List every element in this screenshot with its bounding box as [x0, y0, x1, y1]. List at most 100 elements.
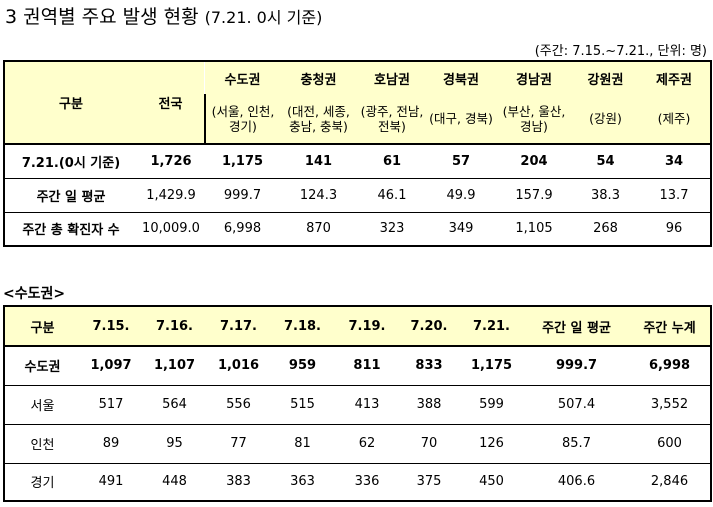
cell-value: 564	[142, 384, 207, 424]
cell-value: 1,105	[495, 211, 573, 247]
header-region-detail: (광주, 전남, 전북)	[357, 94, 427, 144]
column-header: 7.21.	[459, 305, 524, 346]
cell-value: 999.7	[524, 345, 629, 385]
cell-value: 1,097	[80, 345, 142, 385]
header-region-name: 제주권	[638, 60, 712, 94]
cell-value: 1,726	[137, 143, 205, 178]
cell-value: 363	[270, 462, 335, 502]
row-label: 수도권	[3, 345, 80, 385]
column-header: 주간 누계	[629, 305, 712, 346]
cell-value: 268	[573, 211, 638, 247]
cell-value: 600	[629, 423, 712, 463]
table-header-row: 구분 7.15. 7.16. 7.17. 7.18. 7.19. 7.20. 7…	[3, 305, 712, 346]
cell-value: 383	[207, 462, 270, 502]
column-header: 7.16.	[142, 305, 207, 346]
row-label: 인천	[3, 423, 80, 463]
cell-value: 96	[638, 211, 712, 247]
row-label: 주간 일 평균	[3, 177, 137, 212]
cell-value: 85.7	[524, 423, 629, 463]
cell-value: 999.7	[205, 177, 280, 212]
row-label: 주간 총 확진자 수	[3, 211, 137, 247]
cell-value: 450	[459, 462, 524, 502]
column-header: 7.20.	[399, 305, 459, 346]
cell-value: 599	[459, 384, 524, 424]
column-header: 7.19.	[335, 305, 399, 346]
page-title: 3 권역별 주요 발생 현황 (7.21. 0시 기준)	[5, 2, 322, 29]
cell-value: 157.9	[495, 177, 573, 212]
cell-value: 34	[638, 143, 712, 178]
cell-value: 70	[399, 423, 459, 463]
cell-value: 491	[80, 462, 142, 502]
cell-value: 6,998	[205, 211, 280, 247]
cell-value: 62	[335, 423, 399, 463]
cell-value: 61	[357, 143, 427, 178]
title-date-note: (7.21. 0시 기준)	[204, 8, 323, 27]
regional-table: 구분 전국 수도권 충청권 호남권 경북권 경남권 강원권 제주권 (서울, 인…	[3, 60, 712, 247]
row-label: 7.21.(0시 기준)	[3, 143, 137, 178]
table-row: 수도권 1,097 1,107 1,016 959 811 833 1,175 …	[3, 345, 712, 385]
cell-value: 515	[270, 384, 335, 424]
section-subtitle: <수도권>	[3, 286, 66, 302]
cell-value: 1,107	[142, 345, 207, 385]
table-row: 인천 89 95 77 81 62 70 126 85.7 600	[3, 423, 712, 463]
header-region-detail: (강원)	[573, 94, 638, 144]
cell-value: 124.3	[280, 177, 357, 212]
table-row: 서울 517 564 556 515 413 388 599 507.4 3,5…	[3, 384, 712, 424]
header-region-name: 수도권	[205, 60, 280, 94]
header-region-detail: (부산, 울산, 경남)	[495, 94, 573, 144]
cell-value: 448	[142, 462, 207, 502]
table-row: 주간 일 평균 1,429.9 999.7 124.3 46.1 49.9 15…	[3, 177, 712, 212]
cell-value: 126	[459, 423, 524, 463]
cell-value: 959	[270, 345, 335, 385]
row-label: 경기	[3, 462, 80, 502]
cell-value: 507.4	[524, 384, 629, 424]
cell-value: 38.3	[573, 177, 638, 212]
cell-value: 413	[335, 384, 399, 424]
column-header: 7.15.	[80, 305, 142, 346]
cell-value: 1,175	[459, 345, 524, 385]
header-region-name: 경북권	[427, 60, 495, 94]
column-header: 주간 일 평균	[524, 305, 629, 346]
cell-value: 54	[573, 143, 638, 178]
cell-value: 57	[427, 143, 495, 178]
cell-value: 141	[280, 143, 357, 178]
header-region-detail: (대구, 경북)	[427, 94, 495, 144]
cell-value: 1,016	[207, 345, 270, 385]
column-header: 7.17.	[207, 305, 270, 346]
cell-value: 13.7	[638, 177, 712, 212]
cell-value: 870	[280, 211, 357, 247]
header-region-detail: (서울, 인천, 경기)	[204, 94, 280, 144]
header-region-name: 충청권	[280, 60, 357, 94]
header-region-name: 강원권	[573, 60, 638, 94]
header-region-detail: (제주)	[638, 94, 712, 144]
cell-value: 388	[399, 384, 459, 424]
cell-value: 811	[335, 345, 399, 385]
header-national: 전국	[137, 60, 205, 144]
cell-value: 10,009.0	[137, 211, 205, 247]
cell-value: 3,552	[629, 384, 712, 424]
header-region-detail: (대전, 세종, 충남, 충북)	[280, 94, 357, 144]
table-row: 7.21.(0시 기준) 1,726 1,175 141 61 57 204 5…	[3, 143, 712, 178]
cell-value: 6,998	[629, 345, 712, 385]
cell-value: 375	[399, 462, 459, 502]
cell-value: 1,175	[205, 143, 280, 178]
cell-value: 517	[80, 384, 142, 424]
cell-value: 406.6	[524, 462, 629, 502]
capital-region-table: 구분 7.15. 7.16. 7.17. 7.18. 7.19. 7.20. 7…	[3, 305, 712, 502]
cell-value: 323	[357, 211, 427, 247]
row-label: 서울	[3, 384, 80, 424]
cell-value: 349	[427, 211, 495, 247]
cell-value: 833	[399, 345, 459, 385]
cell-value: 77	[207, 423, 270, 463]
table-row: 경기 491 448 383 363 336 375 450 406.6 2,8…	[3, 462, 712, 502]
column-header: 7.18.	[270, 305, 335, 346]
column-header: 구분	[3, 305, 80, 346]
cell-value: 2,846	[629, 462, 712, 502]
cell-value: 46.1	[357, 177, 427, 212]
title-text: 3 권역별 주요 발생 현황	[5, 6, 199, 28]
cell-value: 49.9	[427, 177, 495, 212]
cell-value: 95	[142, 423, 207, 463]
table-row: 주간 총 확진자 수 10,009.0 6,998 870 323 349 1,…	[3, 211, 712, 247]
header-region-name: 경남권	[495, 60, 573, 94]
cell-value: 556	[207, 384, 270, 424]
